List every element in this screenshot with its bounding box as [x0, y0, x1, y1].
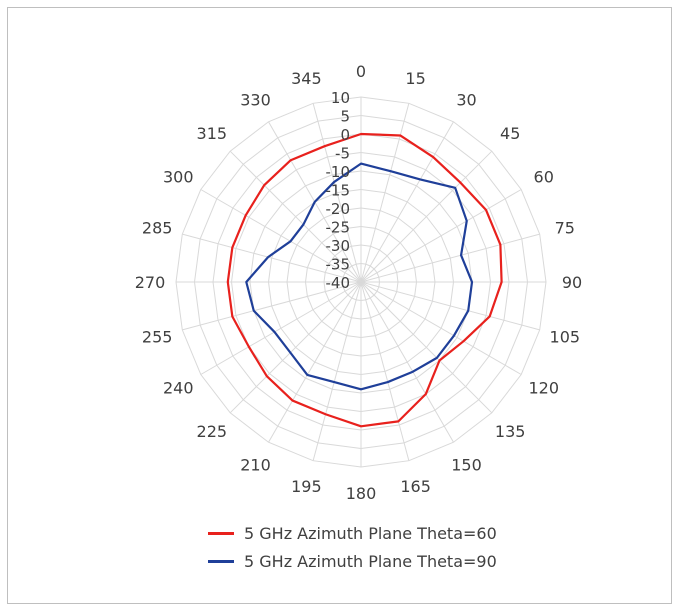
r-tick-label: -40 [326, 274, 351, 292]
r-tick-label: -10 [326, 163, 351, 181]
spoke-300 [200, 189, 362, 283]
angle-label: 75 [555, 218, 575, 237]
angle-label: 315 [197, 124, 228, 143]
spoke-210 [268, 281, 362, 443]
r-tick-label: 0 [340, 126, 350, 144]
angle-label: 330 [240, 90, 271, 109]
r-tick-label: -30 [326, 237, 351, 255]
radar-series [226, 132, 503, 428]
spoke-15 [360, 103, 410, 283]
spoke-30 [360, 121, 454, 283]
r-tick-label: -5 [335, 145, 350, 163]
legend-label-theta90: 5 GHz Azimuth Plane Theta=90 [244, 551, 497, 571]
angle-category-labels: 0 15 30 45 60 75 90 105 120 135 150 165 180 195 210 225… [135, 62, 582, 503]
spoke-225 [229, 281, 362, 414]
legend-item-theta60[interactable]: 5 GHz Azimuth Plane Theta=60 [208, 519, 497, 547]
legend: 5 GHz Azimuth Plane Theta=60 5 GHz Azimu… [208, 519, 497, 575]
angle-label: 45 [500, 124, 520, 143]
angle-label: 300 [163, 168, 194, 187]
spoke-195 [312, 281, 362, 461]
angle-label: 15 [405, 69, 425, 88]
angle-label: 120 [528, 379, 559, 398]
angle-label: 255 [142, 328, 173, 347]
angle-label: 225 [197, 422, 228, 441]
angle-label: 345 [291, 69, 322, 88]
angle-label: 240 [163, 379, 194, 398]
series-line-1 [245, 162, 474, 391]
angle-label: 195 [291, 477, 322, 496]
angle-label: 210 [240, 456, 271, 475]
angle-label: 135 [495, 422, 526, 441]
series-line-0 [226, 132, 503, 428]
legend-swatch-theta90 [208, 559, 234, 563]
spoke-105 [360, 281, 540, 331]
angle-label: 60 [534, 168, 554, 187]
spoke-315 [229, 150, 362, 283]
spoke-135 [360, 281, 493, 414]
spoke-75 [360, 233, 540, 283]
angle-label: 90 [562, 273, 582, 292]
angle-label: 270 [135, 273, 166, 292]
r-tick-label: -35 [326, 256, 351, 274]
r-tick-label: 5 [340, 108, 350, 126]
r-tick-label: -15 [326, 182, 351, 200]
angle-label: 165 [400, 477, 431, 496]
angle-label: 0 [356, 62, 366, 81]
spoke-165 [360, 281, 410, 461]
r-tick-label: -20 [326, 200, 351, 218]
r-tick-label: -25 [326, 219, 351, 237]
spoke-120 [360, 281, 522, 375]
spoke-285 [182, 233, 362, 283]
r-tick-label: 10 [331, 89, 350, 107]
spoke-240 [200, 281, 362, 375]
angle-label: 105 [550, 328, 581, 347]
spoke-255 [182, 281, 362, 331]
spoke-45 [360, 150, 493, 283]
angle-label: 30 [456, 90, 476, 109]
angle-label: 285 [142, 218, 173, 237]
legend-item-theta90[interactable]: 5 GHz Azimuth Plane Theta=90 [208, 547, 497, 575]
legend-swatch-theta60 [208, 531, 234, 535]
spoke-150 [360, 281, 454, 443]
radar-spokes [176, 97, 546, 467]
spoke-60 [360, 189, 522, 283]
spoke-345 [312, 103, 362, 283]
legend-label-theta60: 5 GHz Azimuth Plane Theta=60 [244, 523, 497, 543]
chart-frame [7, 7, 672, 604]
angle-label: 180 [346, 484, 377, 503]
angle-label: 150 [451, 456, 482, 475]
